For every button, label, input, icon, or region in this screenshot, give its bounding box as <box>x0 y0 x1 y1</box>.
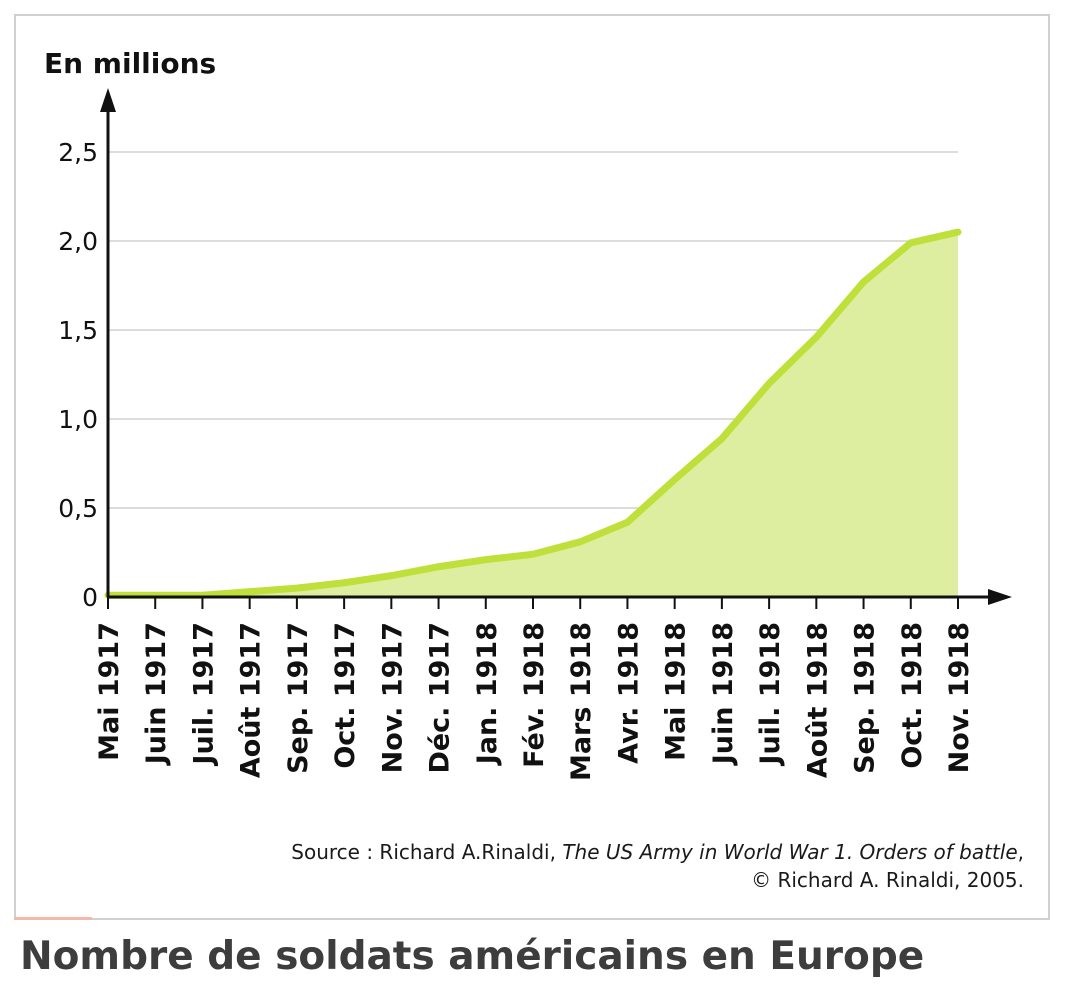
x-tick-label: Mars 1918 <box>566 622 597 781</box>
x-tick-label: Sep. 1917 <box>283 622 314 774</box>
y-axis-label: En millions <box>44 47 216 80</box>
x-tick-label: Juil. 1917 <box>188 622 219 767</box>
y-tick-label: 2,0 <box>58 227 98 256</box>
x-tick-label: Août 1917 <box>236 622 267 778</box>
x-tick-label: Sep. 1918 <box>850 622 881 774</box>
x-tick-label: Oct. 1918 <box>897 622 928 769</box>
source-copyright: © Richard A. Rinaldi, 2005. <box>751 868 1024 892</box>
x-tick-label: Avr. 1918 <box>613 622 644 764</box>
x-tick-label: Juin 1917 <box>141 622 172 766</box>
x-tick-label: Fév. 1918 <box>519 622 550 768</box>
x-tick-label: Juil. 1918 <box>755 622 786 767</box>
x-tick-label: Jan. 1918 <box>472 622 503 766</box>
source-suffix: , <box>1017 840 1024 864</box>
area-fill <box>108 232 958 597</box>
x-tick-label: Août 1918 <box>802 622 833 778</box>
x-tick-label: Mai 1917 <box>94 622 125 761</box>
x-tick-label: Nov. 1918 <box>944 622 975 773</box>
x-tick-label: Nov. 1917 <box>377 622 408 773</box>
y-tick-label: 0 <box>82 583 98 612</box>
x-axis-arrow <box>988 589 1012 605</box>
source-note: Source : Richard A.Rinaldi, The US Army … <box>24 838 1024 894</box>
y-axis-arrow <box>100 88 116 112</box>
x-tick-label: Mai 1918 <box>661 622 692 761</box>
chart-caption: Nombre de soldats américains en Europe <box>20 934 925 979</box>
x-tick-label: Déc. 1917 <box>425 622 456 774</box>
y-tick-label: 1,5 <box>58 316 98 345</box>
y-tick-label: 2,5 <box>58 138 98 167</box>
x-tick-label: Juin 1918 <box>708 622 739 766</box>
x-tick-label: Oct. 1917 <box>330 622 361 769</box>
source-work-title: The US Army in World War 1. Orders of ba… <box>562 840 1018 864</box>
series-line <box>104 228 962 599</box>
y-tick-label: 1,0 <box>58 405 98 434</box>
caption-accent-bar <box>14 917 92 920</box>
y-tick-label: 0,5 <box>58 494 98 523</box>
source-prefix: Source : Richard A.Rinaldi, <box>291 840 563 864</box>
